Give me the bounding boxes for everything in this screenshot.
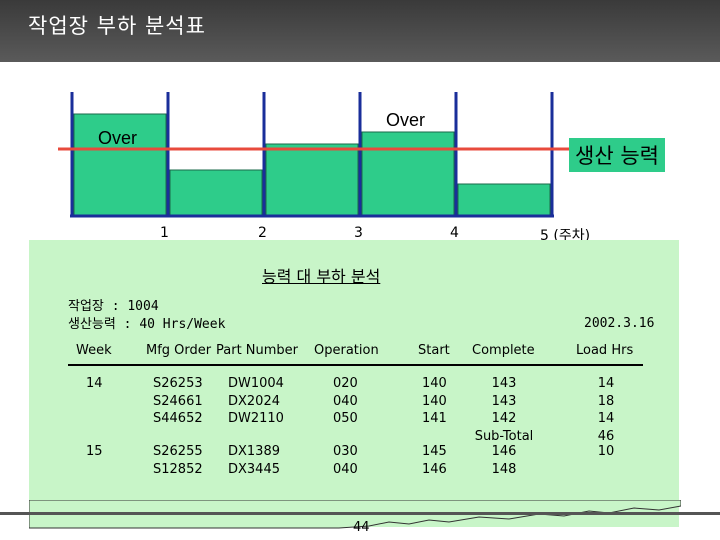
start-cell: 140 140 141 [422,376,447,426]
bottom-rule [0,512,720,515]
title-bar: 작업장 부하 분석표 [0,0,720,62]
bar-week-3 [265,143,359,217]
mfg-order-cell: S26255 S12852 [153,444,203,477]
complete-cell: 146 148 [491,444,517,477]
report-title: 능력 대 부하 분석 [262,267,381,286]
week-cell: 15 [86,444,103,459]
week-tick: 1 [160,225,169,241]
capacity-info: 생산능력 : 40 Hrs/Week [68,317,226,332]
header-divider [68,364,643,366]
operation-cell: 030 040 [333,444,358,477]
report-panel [29,240,679,527]
slide-title: 작업장 부하 분석표 [28,14,206,38]
part-number-cell: DW1004 DX2024 DW2110 [228,376,284,426]
week-tick: 3 [354,225,363,241]
over-label-right: Over [386,110,426,130]
bar-week-4 [361,131,455,217]
header-load-hrs: Load Hrs [576,343,634,358]
week-cell: 14 [86,376,103,391]
header-complete: Complete [472,343,535,358]
load-hrs-cell: 10 [597,444,615,459]
week-tick: 2 [258,225,267,241]
bar-week-1 [73,113,167,217]
header-operation: Operation [314,343,379,358]
over-label-left: Over [98,128,138,148]
load-hrs-cell: 14 18 14 46 [597,376,615,444]
start-cell: 145 146 [422,444,447,477]
header-part-number: Part Number [216,343,299,358]
load-chart [58,92,572,218]
header-mfg-order: Mfg Order [146,343,212,358]
week-tick: 4 [450,225,459,241]
capacity-label: 생산 능력 [569,138,665,172]
page-number: 44 [353,520,370,535]
report-date: 2002.3.16 [584,316,655,331]
mfg-order-cell: S26253 S24661 S44652 [153,376,203,426]
header-start: Start [418,343,450,358]
bar-week-5 [457,183,551,217]
bar-week-2 [169,169,263,217]
operation-cell: 020 040 050 [333,376,358,426]
workcenter-label: 작업장 : 1004 [68,299,159,314]
part-number-cell: DX1389 DX3445 [228,444,280,477]
header-week: Week [76,343,112,358]
complete-cell: 143 143 142 Sub-Total [474,376,534,444]
